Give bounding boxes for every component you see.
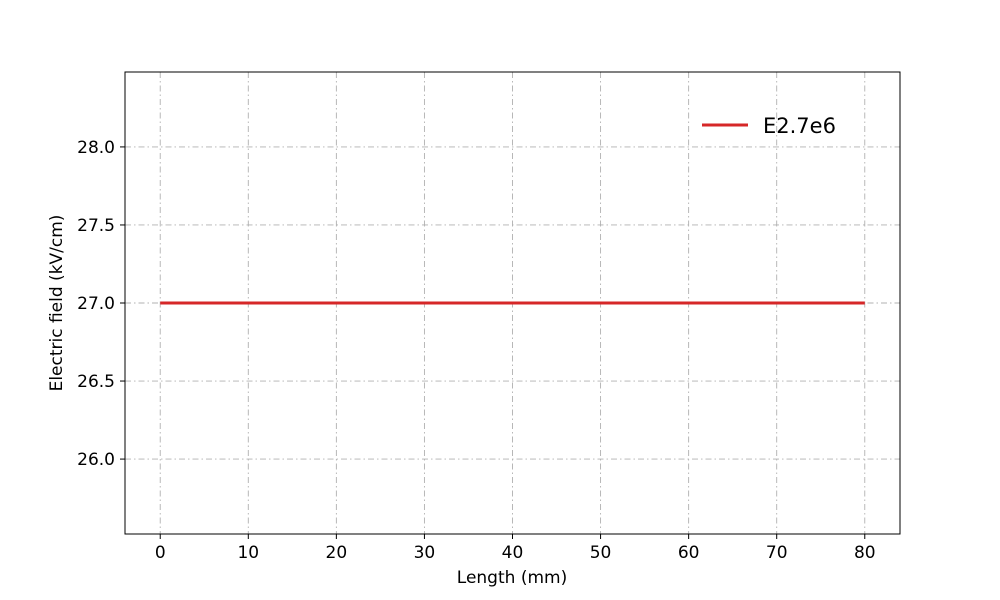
y-tick-label: 27.0 xyxy=(77,294,115,314)
y-tick-label: 28.0 xyxy=(77,138,115,158)
legend: E2.7e6 xyxy=(702,114,836,138)
x-tick-label: 10 xyxy=(237,543,259,563)
x-tick-label: 60 xyxy=(678,543,700,563)
x-tick-label: 20 xyxy=(326,543,348,563)
y-tick-label: 26.0 xyxy=(77,450,115,470)
x-tick-label: 70 xyxy=(766,543,788,563)
x-tick-label: 50 xyxy=(590,543,612,563)
y-axis-label: Electric field (kV/cm) xyxy=(47,215,67,392)
x-tick-label: 30 xyxy=(414,543,436,563)
y-tick-label: 27.5 xyxy=(77,216,115,236)
x-tick-label: 80 xyxy=(854,543,876,563)
x-axis: 0 10 20 30 40 50 60 70 80 xyxy=(155,534,876,563)
x-tick-label: 40 xyxy=(502,543,524,563)
x-axis-label: Length (mm) xyxy=(457,568,567,588)
legend-label: E2.7e6 xyxy=(763,114,836,138)
x-tick-label: 0 xyxy=(155,543,166,563)
y-tick-label: 26.5 xyxy=(77,372,115,392)
y-axis: 26.0 26.5 27.0 27.5 28.0 xyxy=(77,138,125,470)
